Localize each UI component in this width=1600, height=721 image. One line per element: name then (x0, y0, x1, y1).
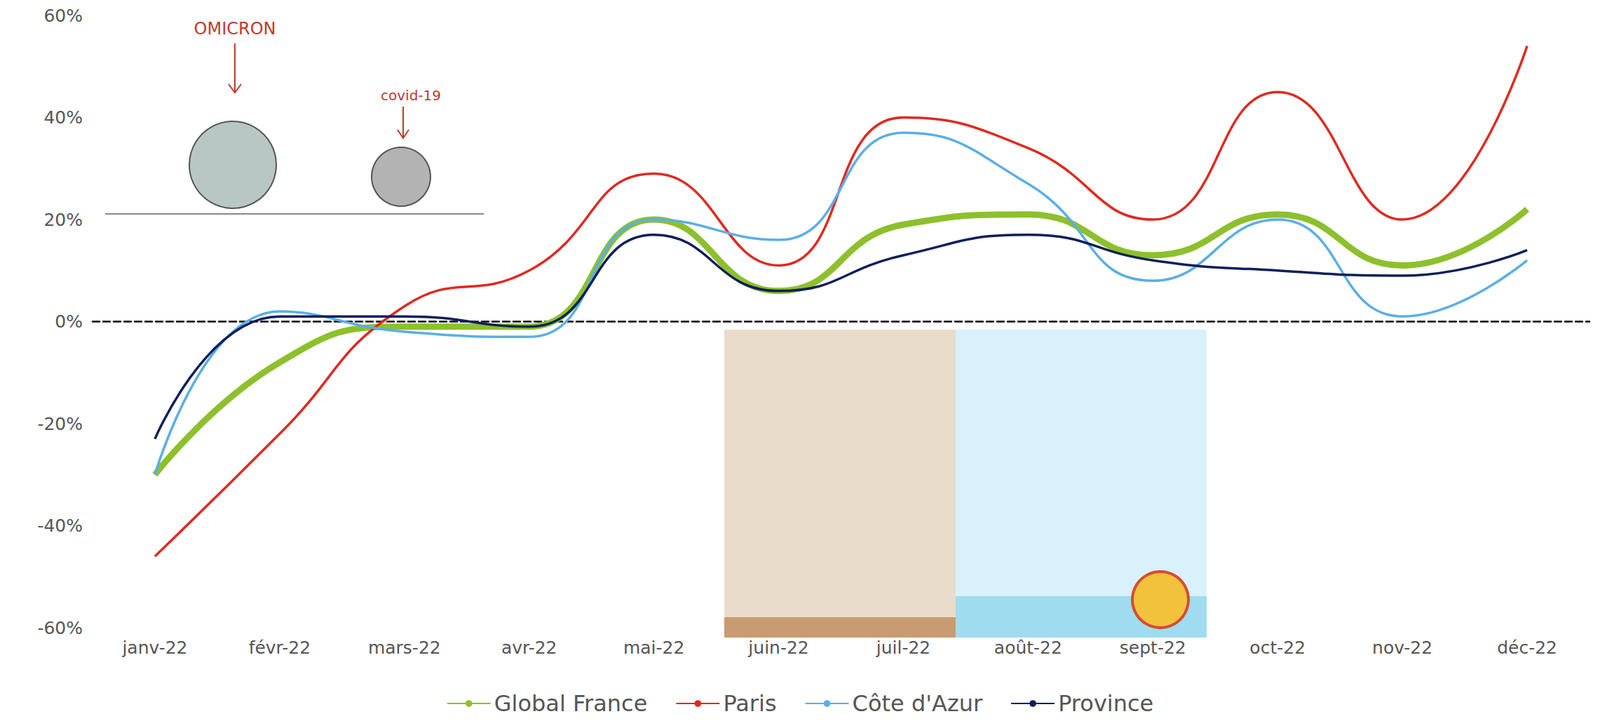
svg-text:-40%: -40% (37, 515, 83, 536)
svg-text:20%: 20% (43, 209, 83, 230)
svg-text:OMICRON: OMICRON (194, 18, 277, 39)
svg-text:avr-22: avr-22 (501, 637, 558, 658)
svg-text:60%: 60% (43, 5, 83, 26)
svg-text:Paris: Paris (722, 689, 777, 717)
svg-text:Province: Province (1058, 689, 1154, 717)
svg-text:août-22: août-22 (994, 637, 1063, 658)
svg-text:Global France: Global France (494, 689, 648, 717)
svg-text:0%: 0% (54, 311, 83, 332)
svg-text:déc-22: déc-22 (1496, 637, 1558, 658)
svg-text:nov-22: nov-22 (1372, 637, 1433, 658)
svg-text:juil-22: juil-22 (875, 637, 932, 658)
svg-text:oct-22: oct-22 (1249, 637, 1306, 658)
svg-text:mars-22: mars-22 (368, 637, 442, 658)
svg-text:-20%: -20% (37, 413, 83, 435)
svg-text:sept-22: sept-22 (1119, 637, 1187, 658)
svg-text:févr-22: févr-22 (248, 637, 312, 658)
svg-text:-60%: -60% (37, 617, 83, 639)
svg-text:Côte d'Azur: Côte d'Azur (852, 689, 983, 717)
svg-text:covid-19: covid-19 (380, 86, 442, 104)
svg-text:40%: 40% (43, 107, 83, 128)
svg-text:juin-22: juin-22 (747, 637, 809, 658)
svg-text:mai-22: mai-22 (623, 637, 685, 658)
svg-text:janv-22: janv-22 (121, 637, 188, 658)
